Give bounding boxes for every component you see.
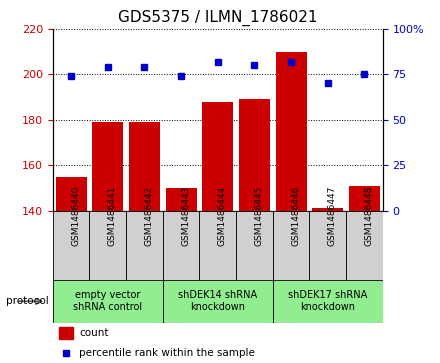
Bar <box>89 211 126 280</box>
Bar <box>92 122 123 211</box>
Bar <box>239 99 270 211</box>
Text: GSM1486443: GSM1486443 <box>181 186 190 246</box>
Text: shDEK14 shRNA
knockdown: shDEK14 shRNA knockdown <box>178 290 257 312</box>
Bar <box>349 185 380 211</box>
Text: GSM1486440: GSM1486440 <box>71 186 80 246</box>
Bar <box>126 211 163 280</box>
Bar <box>163 280 273 323</box>
Bar <box>163 211 199 280</box>
Bar <box>273 211 309 280</box>
Text: GSM1486444: GSM1486444 <box>218 186 227 246</box>
Text: GSM1486441: GSM1486441 <box>108 186 117 246</box>
Bar <box>165 188 197 211</box>
Text: protocol: protocol <box>6 296 48 306</box>
Text: GSM1486445: GSM1486445 <box>254 186 264 246</box>
Bar <box>129 122 160 211</box>
Text: GSM1486448: GSM1486448 <box>364 186 374 246</box>
Text: count: count <box>79 328 109 338</box>
Text: shDEK17 shRNA
knockdown: shDEK17 shRNA knockdown <box>288 290 367 312</box>
Bar <box>53 280 163 323</box>
Text: GSM1486446: GSM1486446 <box>291 186 300 246</box>
Bar <box>199 211 236 280</box>
Bar <box>53 211 89 280</box>
Text: GSM1486447: GSM1486447 <box>328 186 337 246</box>
Text: empty vector
shRNA control: empty vector shRNA control <box>73 290 143 312</box>
Text: GSM1486442: GSM1486442 <box>144 186 154 246</box>
Text: percentile rank within the sample: percentile rank within the sample <box>79 348 255 358</box>
Bar <box>236 211 273 280</box>
Bar <box>55 176 87 211</box>
Bar <box>346 211 383 280</box>
Bar <box>59 327 73 339</box>
Bar <box>202 102 233 211</box>
Bar <box>275 52 307 211</box>
Bar <box>309 211 346 280</box>
Title: GDS5375 / ILMN_1786021: GDS5375 / ILMN_1786021 <box>118 10 318 26</box>
Bar <box>312 208 343 211</box>
Bar <box>273 280 383 323</box>
